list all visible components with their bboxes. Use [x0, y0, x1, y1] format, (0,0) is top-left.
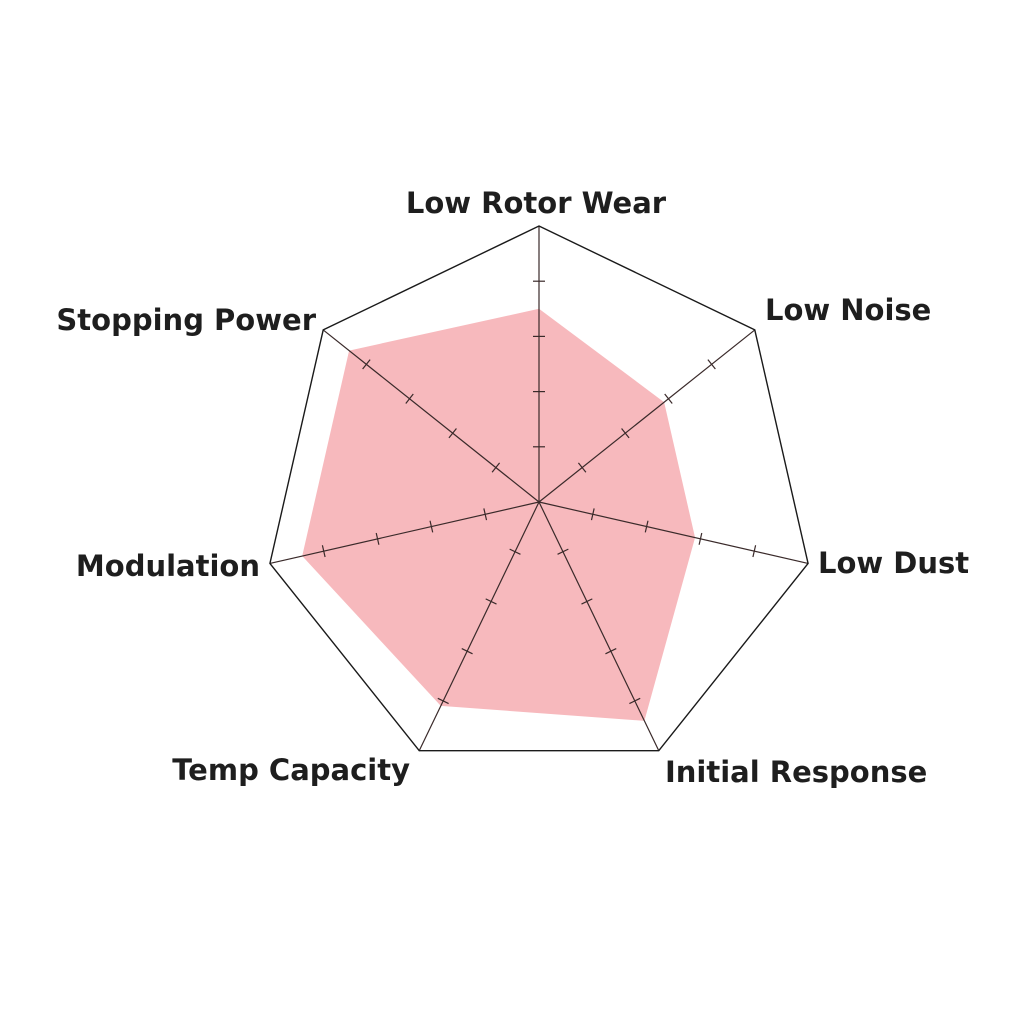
axis-tick [590, 508, 595, 521]
axis-tick [752, 545, 757, 558]
axis-tick [577, 462, 587, 473]
axis-tick [375, 532, 380, 545]
axis-tick [605, 648, 617, 655]
axis-tick [509, 548, 521, 555]
axis-tick [461, 648, 473, 655]
axis-label-stopping-power: Stopping Power [56, 303, 316, 337]
axis-tick [448, 428, 457, 439]
axis-tick [621, 428, 630, 439]
axis-tick [629, 697, 641, 705]
axis-line-low-dust [538, 501, 809, 565]
outer-frame [269, 225, 809, 752]
axis-tick [485, 598, 497, 605]
axis-tick [429, 520, 434, 533]
axis-tick [437, 697, 449, 705]
axis-tick [707, 359, 716, 370]
data-area [302, 308, 696, 721]
axis-tick [644, 520, 649, 533]
axis-label-initial-response: Initial Response [665, 755, 927, 789]
axis-tick [483, 508, 488, 521]
axis-tick [362, 359, 371, 370]
axis-label-temp-capacity: Temp Capacity [172, 753, 410, 787]
axis-label-low-dust: Low Dust [818, 546, 969, 580]
axis-line-temp-capacity [418, 501, 540, 751]
axis-label-modulation: Modulation [76, 549, 260, 583]
axis-tick [321, 545, 326, 558]
axis-line-initial-response [538, 501, 660, 751]
axis-tick [405, 393, 414, 404]
axis-tick [491, 462, 501, 473]
axis-tick [581, 598, 593, 605]
axis-line-low-noise [538, 329, 756, 503]
axis-line-stopping-power [322, 329, 540, 503]
axis-tick [557, 548, 569, 555]
axis-label-low-rotor-wear: Low Rotor Wear [406, 186, 667, 220]
axis-label-low-noise: Low Noise [765, 293, 931, 327]
axis-tick [664, 393, 673, 404]
axis-line-modulation [269, 501, 540, 565]
axis-tick [698, 532, 703, 545]
